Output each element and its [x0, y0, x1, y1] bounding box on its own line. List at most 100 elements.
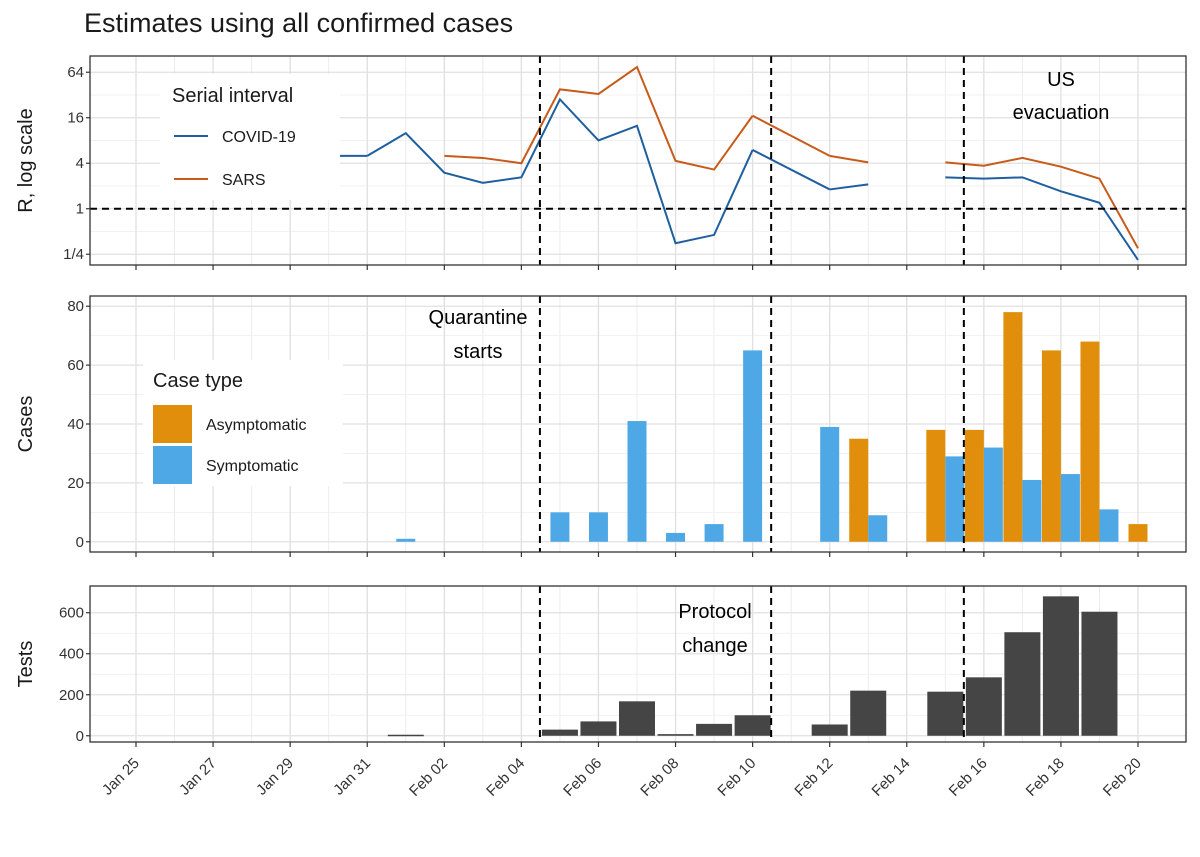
bar — [627, 421, 647, 542]
bar — [926, 429, 946, 542]
bar — [657, 734, 694, 736]
bar — [820, 426, 840, 542]
tests-panel: 0 200 400 600 Tests — [15, 585, 1187, 747]
y-tick-label: 0 — [76, 534, 84, 551]
legend-title: Serial interval — [172, 85, 293, 107]
series-line — [829, 154, 869, 164]
bar — [850, 690, 887, 736]
x-tick-label: Feb 04 — [483, 755, 528, 800]
x-tick-label: Feb 02 — [406, 755, 451, 800]
annotation-text: change — [682, 635, 748, 657]
bar — [666, 532, 686, 542]
bar — [1042, 596, 1079, 736]
bar — [849, 438, 869, 542]
bar — [1128, 524, 1148, 542]
y-tick-label: 20 — [67, 475, 84, 492]
y-tick-label: 1/4 — [63, 246, 84, 263]
bar — [811, 724, 848, 736]
x-tick-label: Jan 25 — [99, 755, 143, 799]
r-panel: 1/4 1 4 16 64 R, log scale — [15, 55, 1187, 270]
bar — [387, 734, 424, 737]
legend-label: Asymptomatic — [206, 417, 306, 434]
legend-serial-interval: Serial interval COVID-19 SARS — [160, 74, 340, 200]
bar — [588, 512, 608, 542]
legend-label: SARS — [222, 172, 266, 189]
x-tick-label: Feb 06 — [560, 755, 605, 800]
bar — [1081, 611, 1118, 736]
y-tick-label: 80 — [67, 298, 84, 315]
y-tick-label: 200 — [59, 687, 84, 704]
y-tick-label: 600 — [59, 605, 84, 622]
series-sars — [444, 65, 1139, 249]
y-axis-label: Cases — [15, 396, 37, 453]
y-tick-label: 4 — [76, 155, 84, 172]
legend-label: Symptomatic — [206, 458, 298, 475]
x-tick-label: Jan 29 — [253, 755, 297, 799]
series-line — [366, 97, 754, 245]
cases-panel: 0 20 40 60 80 Cases — [15, 295, 1187, 557]
bar — [964, 429, 984, 542]
bar — [743, 350, 763, 542]
y-tick-label: 60 — [67, 357, 84, 374]
series-covid-19 — [366, 97, 1139, 261]
bar — [541, 729, 578, 736]
x-tick-label: Feb 08 — [637, 755, 682, 800]
bar — [1099, 509, 1119, 542]
series-symptomatic — [396, 350, 1119, 542]
y-axis-label: R, log scale — [15, 108, 37, 213]
bar — [1003, 312, 1023, 542]
annotation-text: starts — [454, 341, 503, 363]
annotation-text: US — [1047, 69, 1075, 91]
panel-border — [89, 295, 1187, 553]
bar — [945, 456, 965, 542]
y-tick-label: 1 — [76, 201, 84, 218]
series-asymptomatic — [849, 312, 1148, 542]
chart-title: Estimates using all confirmed cases — [84, 8, 514, 38]
legend-label: COVID-19 — [222, 129, 296, 146]
bar — [1060, 474, 1080, 542]
legend-title: Case type — [153, 370, 243, 392]
bar — [734, 715, 771, 736]
bar — [1080, 341, 1100, 542]
x-tick-label: Feb 18 — [1023, 755, 1068, 800]
bar — [396, 538, 416, 542]
x-tick-label: Jan 27 — [176, 755, 220, 799]
bar — [927, 691, 964, 736]
legend-case-type: Case type Asymptomatic Symptomatic — [143, 360, 343, 486]
x-tick-label: Feb 10 — [714, 755, 759, 800]
bar — [580, 721, 617, 736]
bar — [1022, 479, 1042, 542]
annotation-text: Protocol — [678, 601, 751, 623]
series-segment — [752, 149, 831, 191]
x-tick-label: Feb 14 — [869, 755, 914, 800]
panel-border — [89, 55, 1187, 266]
legend-key — [153, 446, 192, 484]
annotation-text: evacuation — [1013, 102, 1110, 124]
y-axis-label: Tests — [15, 641, 37, 688]
y-tick-label: 64 — [67, 64, 84, 81]
series-line — [945, 176, 1139, 261]
x-tick-label: Feb 16 — [946, 755, 991, 800]
bar — [704, 524, 724, 542]
x-tick-label: Jan 31 — [330, 755, 374, 799]
bar — [868, 515, 888, 542]
bar — [1041, 350, 1061, 542]
y-tick-label: 16 — [67, 110, 84, 127]
x-tick-label: Feb 20 — [1100, 755, 1145, 800]
bar — [696, 723, 733, 736]
y-tick-label: 40 — [67, 416, 84, 433]
series-line — [945, 156, 1139, 249]
series-line — [444, 65, 754, 171]
legend-key — [153, 405, 192, 443]
bar — [983, 447, 1003, 542]
panel-border — [89, 585, 1187, 743]
bar — [1004, 632, 1041, 736]
series-tests — [387, 596, 1118, 737]
series-segment — [752, 114, 831, 157]
x-tick-label: Feb 12 — [791, 755, 836, 800]
bar — [619, 701, 655, 736]
y-tick-label: 400 — [59, 646, 84, 663]
y-tick-label: 0 — [76, 728, 84, 745]
bar — [965, 677, 1002, 736]
